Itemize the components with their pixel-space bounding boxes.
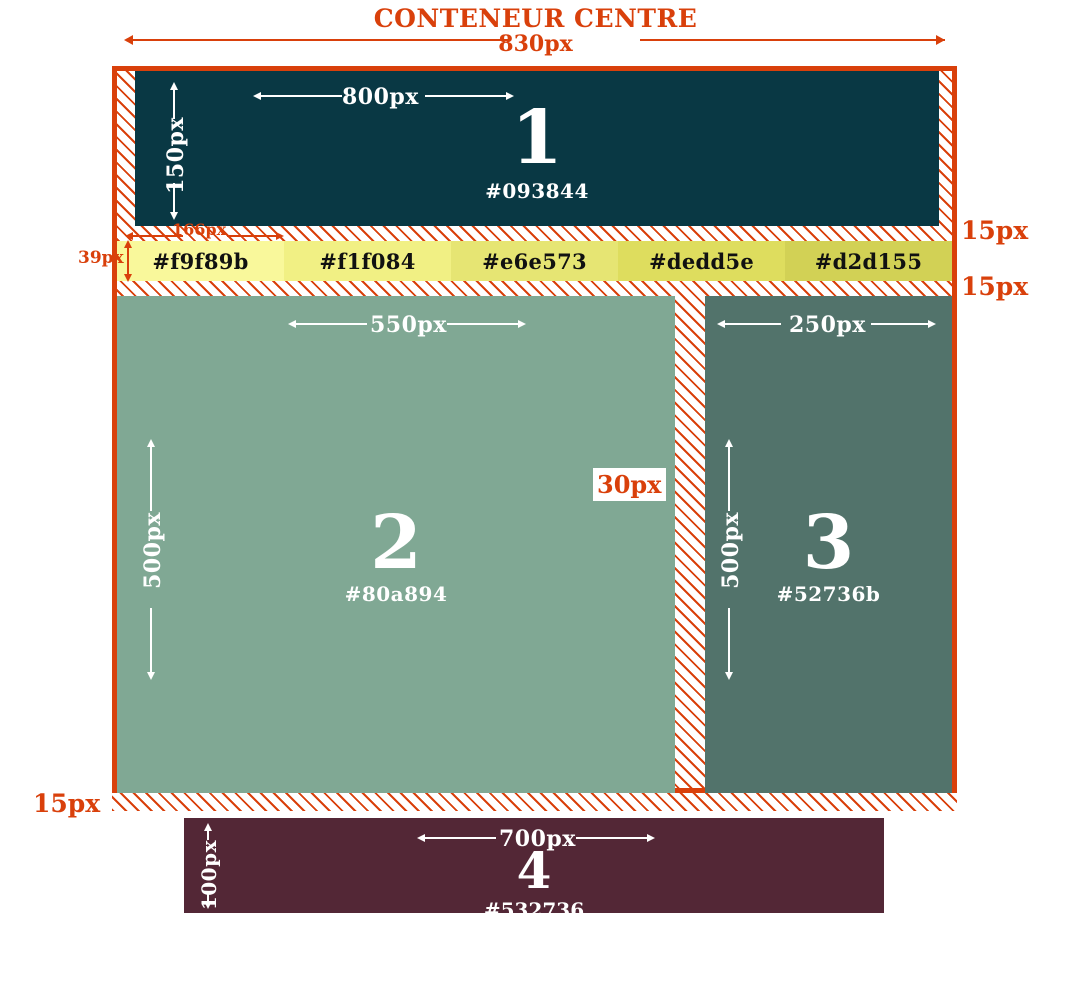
gap-15-bottom-label: 15px <box>33 789 101 818</box>
block-1-height-arrow-down-icon <box>170 212 178 220</box>
block-1-height-label: 150px <box>163 117 189 194</box>
block-4-height-arrow-down-icon <box>204 901 212 909</box>
swatch-width-166-label: 166px <box>172 220 227 239</box>
swatch-width-arrow-right-icon <box>276 232 284 240</box>
block-2-height-arrow-down-icon <box>147 672 155 680</box>
swatch-1[interactable]: #f9f89b <box>117 241 284 281</box>
swatch-5[interactable]: #d2d155 <box>785 241 952 281</box>
block-2-width-arrow-right-icon <box>518 320 526 328</box>
swatch-width-arrow-left-icon <box>125 232 133 240</box>
block-3-width-line-left <box>723 323 781 325</box>
block-4-width-label: 700px <box>499 826 576 852</box>
block-1-width-line-left <box>260 95 342 97</box>
block-4-height-line-bottom <box>207 892 209 902</box>
block-4-height-line-top <box>207 830 209 840</box>
strip-height-line <box>127 247 129 275</box>
page-title: CONTENEUR CENTRE <box>373 4 698 33</box>
block-2-height-line-bottom <box>150 608 152 673</box>
strip-height-39-label: 39px <box>78 248 124 268</box>
block-1-height-line-bottom <box>173 183 175 213</box>
swatch-4-hex: #dedd5e <box>648 248 755 274</box>
block-4-height-arrow-up-icon <box>204 823 212 831</box>
block-1-width-arrow-right-icon <box>506 92 514 100</box>
arrow-head-left-icon <box>124 35 133 45</box>
center-container: 1 #093844 800px 150px #f9f89b #f1f084 <box>112 66 957 798</box>
block-3-width-line-right <box>871 323 929 325</box>
block-3-width-arrow-left-icon <box>717 320 725 328</box>
block-4-width-arrow-left-icon <box>417 834 425 842</box>
block-3-number: 3 <box>802 500 855 586</box>
block-3-height-line-bottom <box>728 608 730 673</box>
block-3[interactable]: 3 #52736b 250px 500px <box>705 296 952 798</box>
block-2-width-line-left <box>295 323 367 325</box>
swatch-2-hex: #f1f084 <box>319 248 416 274</box>
block-1-width-line-right <box>425 95 507 97</box>
block-2-height-arrow-up-icon <box>147 439 155 447</box>
container-width-arrow-right <box>640 39 945 41</box>
block-4-hex: #532736 <box>483 898 585 922</box>
block-3-height-arrow-up-icon <box>725 439 733 447</box>
block-1-height-line-top <box>173 89 175 119</box>
block-2-width-arrow-left-icon <box>288 320 296 328</box>
swatch-5-hex: #d2d155 <box>814 248 923 274</box>
bottom-hatch-band <box>112 793 957 811</box>
block-2-height-label: 500px <box>140 512 166 589</box>
gap-15-top-label: 15px <box>961 216 1029 245</box>
block-3-height-label: 500px <box>718 512 744 589</box>
block-3-width-label: 250px <box>789 312 866 338</box>
block-4-width-line-right <box>576 837 648 839</box>
block-1-hex: #093844 <box>485 179 589 203</box>
swatch-width-line-right <box>227 235 277 237</box>
container-width-arrow-left <box>126 39 511 41</box>
swatch-3[interactable]: #e6e573 <box>451 241 618 281</box>
block-1-width-arrow-left-icon <box>253 92 261 100</box>
block-1-number: 1 <box>511 95 563 181</box>
strip-height-arrow-up-icon <box>124 240 132 248</box>
block-2-number: 2 <box>370 500 422 586</box>
swatch-1-hex: #f9f89b <box>152 248 249 274</box>
container-width-label: 830px <box>498 31 573 57</box>
gap-30-label: 30px <box>593 468 666 501</box>
block-2-width-label: 550px <box>370 312 447 338</box>
block-2[interactable]: 2 #80a894 550px 500px <box>117 296 675 798</box>
block-2-hex: #80a894 <box>344 582 448 606</box>
block-3-hex: #52736b <box>776 582 881 606</box>
block-4-number: 4 <box>516 841 552 900</box>
block-1[interactable]: 1 #093844 800px 150px <box>135 71 939 226</box>
block-2-height-line-top <box>150 446 152 511</box>
swatch-strip: #f9f89b #f1f084 #e6e573 #dedd5e #d2d155 <box>117 241 952 281</box>
block-4-width-arrow-right-icon <box>647 834 655 842</box>
block-1-width-label: 800px <box>342 84 419 110</box>
block-3-height-arrow-down-icon <box>725 672 733 680</box>
strip-height-arrow-down-icon <box>124 274 132 282</box>
gap-15-mid-label: 15px <box>961 272 1029 301</box>
swatch-width-line-left <box>131 235 183 237</box>
block-2-width-line-right <box>447 323 519 325</box>
block-1-height-arrow-up-icon <box>170 82 178 90</box>
block-3-width-arrow-right-icon <box>928 320 936 328</box>
swatch-3-hex: #e6e573 <box>482 248 587 274</box>
swatch-4[interactable]: #dedd5e <box>618 241 785 281</box>
arrow-head-right-icon <box>936 35 945 45</box>
swatch-2[interactable]: #f1f084 <box>284 241 451 281</box>
block-3-height-line-top <box>728 446 730 511</box>
block-4-height-label: 100px <box>197 840 221 911</box>
block-4[interactable]: 4 #532736 700px 100px <box>184 818 884 922</box>
block-4-width-line-left <box>424 837 496 839</box>
